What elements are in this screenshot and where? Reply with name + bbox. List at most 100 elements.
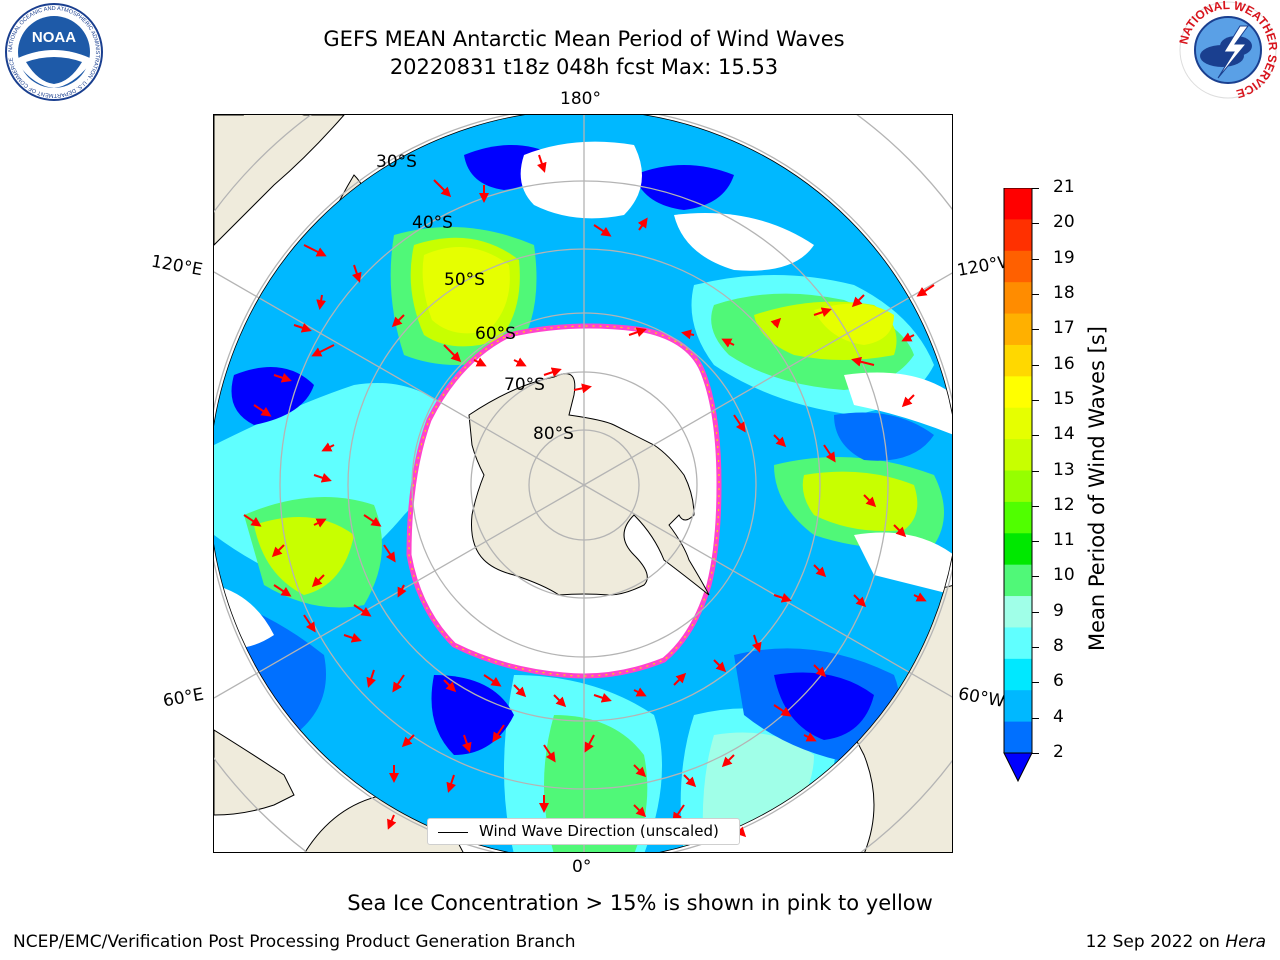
lat-label-40s: 40°S bbox=[412, 213, 453, 233]
wind-wave-arrow bbox=[633, 804, 647, 818]
wind-wave-arrow bbox=[637, 217, 648, 231]
chart-subtitle: 20220831 t18z 048h fcst Max: 15.53 bbox=[389, 55, 779, 79]
colorbar-tick-label: 10 bbox=[1053, 565, 1075, 586]
wind-wave-arrow bbox=[303, 614, 316, 633]
wind-wave-arrow bbox=[391, 314, 405, 328]
polar-map bbox=[213, 114, 953, 853]
colorbar-segment bbox=[1004, 564, 1032, 597]
wind-wave-arrow bbox=[313, 473, 332, 483]
wind-wave-arrow bbox=[363, 514, 382, 527]
wind-wave-arrow bbox=[462, 734, 472, 753]
lat-label-80s: 80°S bbox=[533, 424, 574, 444]
colorbar-tick-label: 12 bbox=[1053, 494, 1075, 515]
wind-wave-arrow bbox=[913, 592, 927, 602]
colorbar-segment bbox=[1004, 282, 1032, 315]
colorbar-segment bbox=[1004, 250, 1032, 283]
wind-wave-arrow bbox=[273, 584, 292, 597]
wind-wave-arrow bbox=[713, 659, 727, 673]
colorbar-tick-label: 9 bbox=[1053, 600, 1064, 621]
colorbar-tick-mark bbox=[1032, 435, 1039, 437]
wind-wave-arrow bbox=[813, 307, 832, 317]
wind-wave-arrow bbox=[366, 669, 376, 688]
wind-wave-arrow bbox=[353, 604, 372, 617]
colorbar-segment bbox=[1004, 721, 1032, 754]
wind-wave-arrow bbox=[773, 593, 792, 603]
wind-wave-arrow bbox=[673, 672, 687, 686]
colorbar-segment bbox=[1004, 596, 1032, 628]
lon-label-60e: 60°E bbox=[161, 684, 206, 712]
wind-wave-arrow bbox=[443, 679, 457, 693]
wind-wave-arrow bbox=[343, 633, 362, 643]
wind-wave-arrow bbox=[492, 724, 505, 743]
wind-wave-arrow bbox=[853, 594, 867, 608]
wind-wave-arrow bbox=[773, 704, 792, 717]
wind-wave-arrow bbox=[473, 357, 487, 367]
wind-wave-arrow bbox=[593, 693, 612, 703]
lon-label-60w: 60°W bbox=[956, 684, 1007, 712]
wind-wave-arrow bbox=[543, 744, 556, 763]
wind-wave-arrow bbox=[633, 687, 647, 697]
colorbar-tick-mark bbox=[1032, 223, 1039, 225]
colorbar-tick-mark bbox=[1032, 717, 1039, 719]
lat-label-50s: 50°S bbox=[444, 270, 485, 290]
colorbar-tick-mark bbox=[1032, 293, 1039, 295]
wind-wave-arrow bbox=[573, 383, 592, 394]
colorbar-tick-label: 15 bbox=[1053, 388, 1075, 409]
wind-wave-arrow bbox=[628, 327, 647, 337]
colorbar-segment bbox=[1004, 627, 1032, 660]
wind-wave-arrow bbox=[672, 804, 685, 823]
lon-label-120e: 120°E bbox=[149, 251, 205, 281]
colorbar-tick-mark bbox=[1032, 329, 1039, 331]
wind-wave-arrow bbox=[863, 494, 877, 508]
colorbar-tick-mark bbox=[1032, 258, 1039, 260]
wind-wave-arrow bbox=[916, 284, 935, 297]
colorbar-tick-mark bbox=[1032, 541, 1039, 543]
graticule bbox=[214, 115, 952, 852]
noaa-logo: NOAA NATIONAL OCEANIC AND ATMOSPHERIC AD… bbox=[4, 2, 104, 102]
colorbar-segment bbox=[1004, 439, 1032, 471]
sea-ice-note: Sea Ice Concentration > 15% is shown in … bbox=[347, 891, 933, 915]
colorbar-segment bbox=[1004, 470, 1032, 503]
colorbar-tick-mark bbox=[1032, 611, 1039, 613]
colorbar-segment bbox=[1004, 188, 1032, 220]
colorbar-tick-label: 8 bbox=[1053, 636, 1064, 657]
colorbar-tick-mark bbox=[1032, 188, 1039, 189]
wind-wave-arrow bbox=[443, 344, 462, 363]
wind-wave-arrow bbox=[313, 518, 327, 528]
wind-wave-arrow bbox=[633, 764, 647, 778]
wind-wave-arrow bbox=[352, 264, 362, 283]
colorbar-tick-label: 4 bbox=[1053, 706, 1064, 727]
colorbar-segment bbox=[1004, 658, 1032, 691]
wind-wave-arrow bbox=[537, 154, 547, 173]
colorbar-tick-label: 11 bbox=[1053, 530, 1075, 551]
wind-wave-arrow bbox=[721, 754, 735, 768]
colorbar-svg bbox=[1003, 187, 1033, 783]
legend-label: Wind Wave Direction (unscaled) bbox=[479, 822, 719, 840]
wind-wave-arrow bbox=[543, 367, 562, 377]
lon-label-0: 0° bbox=[572, 857, 592, 877]
wind-wave-arrow bbox=[721, 338, 735, 348]
wind-wave-arrow bbox=[752, 634, 762, 653]
wind-wave-arrow bbox=[813, 564, 827, 578]
colorbar-tick-label: 20 bbox=[1053, 212, 1075, 233]
colorbar-label: Mean Period of Wind Waves [s] bbox=[1085, 326, 1109, 651]
colorbar-tick-label: 21 bbox=[1053, 177, 1075, 197]
wind-wave-arrow bbox=[316, 294, 327, 310]
colorbar-tick-label: 17 bbox=[1053, 318, 1075, 339]
map-svg bbox=[214, 115, 952, 852]
wind-wave-arrow bbox=[253, 404, 272, 417]
lat-label-30s: 30°S bbox=[376, 152, 417, 172]
lat-label-70s: 70°S bbox=[504, 375, 545, 395]
colorbar bbox=[1003, 187, 1033, 784]
colorbar-tick-mark bbox=[1032, 647, 1039, 649]
wind-wave-arrow bbox=[243, 514, 262, 527]
colorbar-tick-mark bbox=[1032, 753, 1039, 754]
wind-wave-arrow bbox=[823, 444, 836, 463]
wind-wave-arrow bbox=[293, 323, 312, 333]
colorbar-tick-label: 6 bbox=[1053, 671, 1064, 692]
wind-wave-arrow bbox=[803, 732, 817, 742]
wind-wave-arrow bbox=[770, 317, 782, 329]
colorbar-tick-label: 19 bbox=[1053, 247, 1075, 268]
svg-text:NOAA: NOAA bbox=[32, 29, 76, 46]
colorbar-tick-mark bbox=[1032, 505, 1039, 507]
